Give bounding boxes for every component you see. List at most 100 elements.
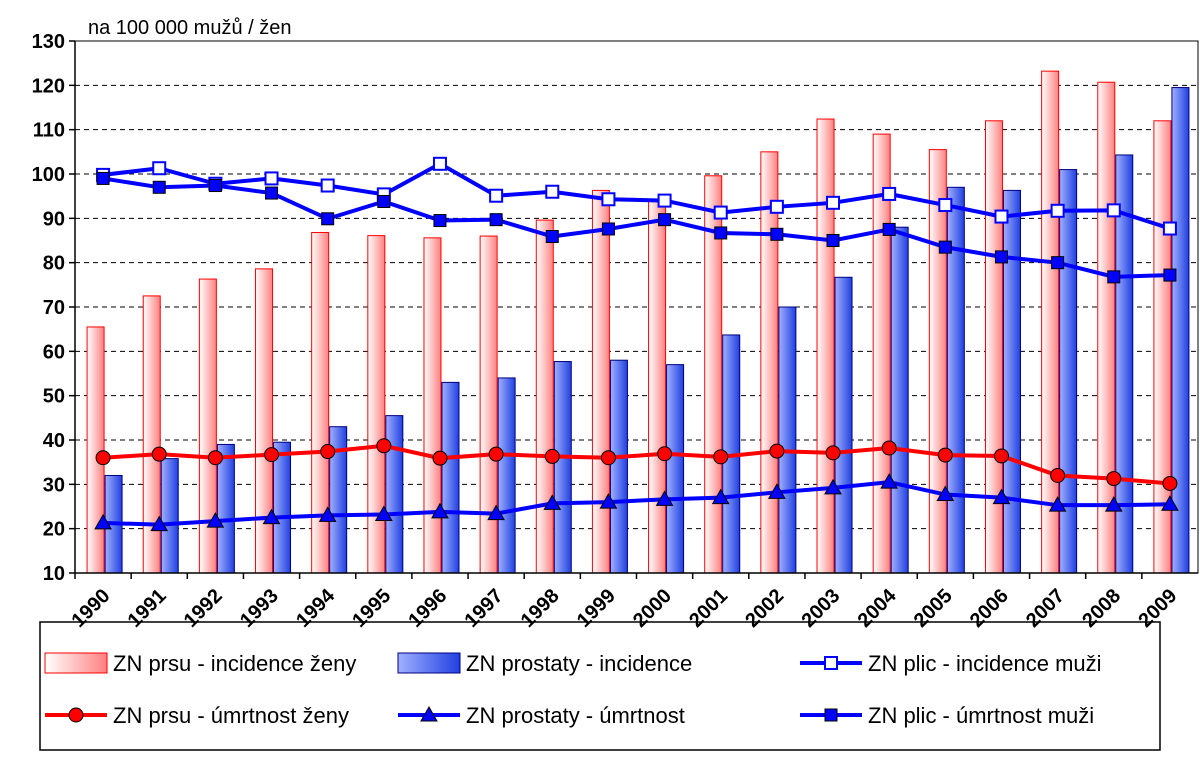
legend-swatch	[44, 652, 108, 674]
marker	[882, 222, 896, 236]
bar	[142, 295, 161, 574]
bar	[441, 381, 460, 574]
marker	[655, 490, 674, 506]
marker	[657, 193, 672, 208]
y-tick-label: 80	[43, 253, 65, 275]
bar	[198, 278, 217, 574]
bar	[423, 237, 442, 574]
marker	[151, 446, 167, 462]
marker	[1107, 270, 1121, 284]
marker	[599, 493, 618, 509]
bar	[1041, 70, 1060, 574]
marker	[420, 705, 438, 722]
bar	[928, 149, 947, 574]
bar	[367, 235, 386, 574]
bar	[778, 306, 797, 574]
x-tick-label: 1995	[348, 585, 395, 632]
marker	[208, 179, 222, 193]
legend-label: ZN plic - incidence muži	[868, 651, 1102, 676]
y-tick-label: 10	[43, 563, 65, 585]
marker	[377, 194, 391, 208]
marker	[824, 708, 838, 722]
bar	[1059, 169, 1078, 574]
bar	[984, 120, 1003, 574]
x-tick-label: 2002	[741, 585, 788, 632]
y-tick-label: 90	[43, 208, 65, 230]
bar	[648, 200, 667, 574]
marker	[431, 502, 449, 519]
marker	[433, 214, 447, 228]
bar	[666, 364, 685, 574]
y-tick-label: 130	[32, 31, 65, 53]
bar	[591, 189, 610, 574]
marker	[489, 188, 504, 203]
marker	[994, 209, 1009, 224]
marker	[769, 443, 785, 459]
x-tick-label: 1990	[67, 585, 114, 632]
x-tick-label: 2000	[629, 585, 676, 632]
line	[102, 161, 1171, 231]
marker	[1106, 203, 1121, 218]
marker	[1162, 221, 1177, 236]
marker	[993, 448, 1009, 464]
legend-box	[39, 621, 1161, 751]
marker	[265, 186, 279, 200]
marker	[824, 656, 838, 670]
x-tick-label: 2007	[1022, 585, 1069, 632]
marker	[320, 444, 336, 460]
bar	[535, 219, 554, 574]
marker	[150, 515, 169, 532]
marker	[1050, 203, 1065, 218]
marker	[544, 448, 560, 464]
y-tick-label: 20	[43, 519, 65, 541]
marker	[1106, 471, 1122, 487]
marker	[318, 506, 337, 522]
x-tick-label: 1999	[573, 585, 620, 632]
x-tick-label: 2005	[910, 585, 957, 632]
x-tick-label: 2008	[1078, 585, 1125, 632]
marker	[488, 446, 504, 462]
y-tick-label: 70	[43, 297, 65, 319]
marker	[938, 240, 952, 254]
line	[102, 176, 1170, 279]
x-tick-label: 2009	[1134, 585, 1181, 632]
x-tick-label: 1993	[236, 585, 283, 632]
bar	[216, 443, 235, 574]
marker	[601, 192, 616, 207]
marker	[1048, 496, 1067, 512]
x-tick-label: 1992	[180, 585, 227, 632]
marker	[992, 488, 1011, 505]
y-tick-label: 30	[43, 474, 65, 496]
marker	[936, 485, 955, 502]
x-tick-label: 1991	[124, 585, 171, 632]
marker	[881, 440, 897, 456]
marker	[658, 213, 672, 227]
marker	[768, 483, 786, 499]
marker	[432, 156, 447, 171]
marker	[713, 449, 729, 465]
marker	[825, 445, 841, 461]
bar	[86, 326, 105, 574]
marker	[487, 504, 505, 521]
marker	[714, 226, 728, 240]
marker	[713, 205, 728, 220]
marker	[320, 178, 335, 193]
marker	[601, 222, 615, 236]
marker	[824, 478, 842, 495]
bar	[479, 235, 498, 574]
bar	[890, 226, 909, 574]
bar	[160, 458, 179, 574]
legend-label: ZN plic - úmrtnost muži	[868, 703, 1094, 728]
x-tick-label: 2001	[685, 585, 732, 632]
y-tick-label: 60	[43, 341, 65, 363]
marker	[880, 473, 899, 489]
line	[103, 480, 1170, 527]
y-tick-label: 120	[32, 75, 65, 97]
marker	[207, 450, 223, 466]
marker	[826, 234, 840, 247]
y-tick-label: 100	[32, 164, 65, 186]
bar	[497, 377, 516, 574]
x-tick-label: 2003	[797, 585, 844, 632]
marker	[826, 195, 841, 210]
